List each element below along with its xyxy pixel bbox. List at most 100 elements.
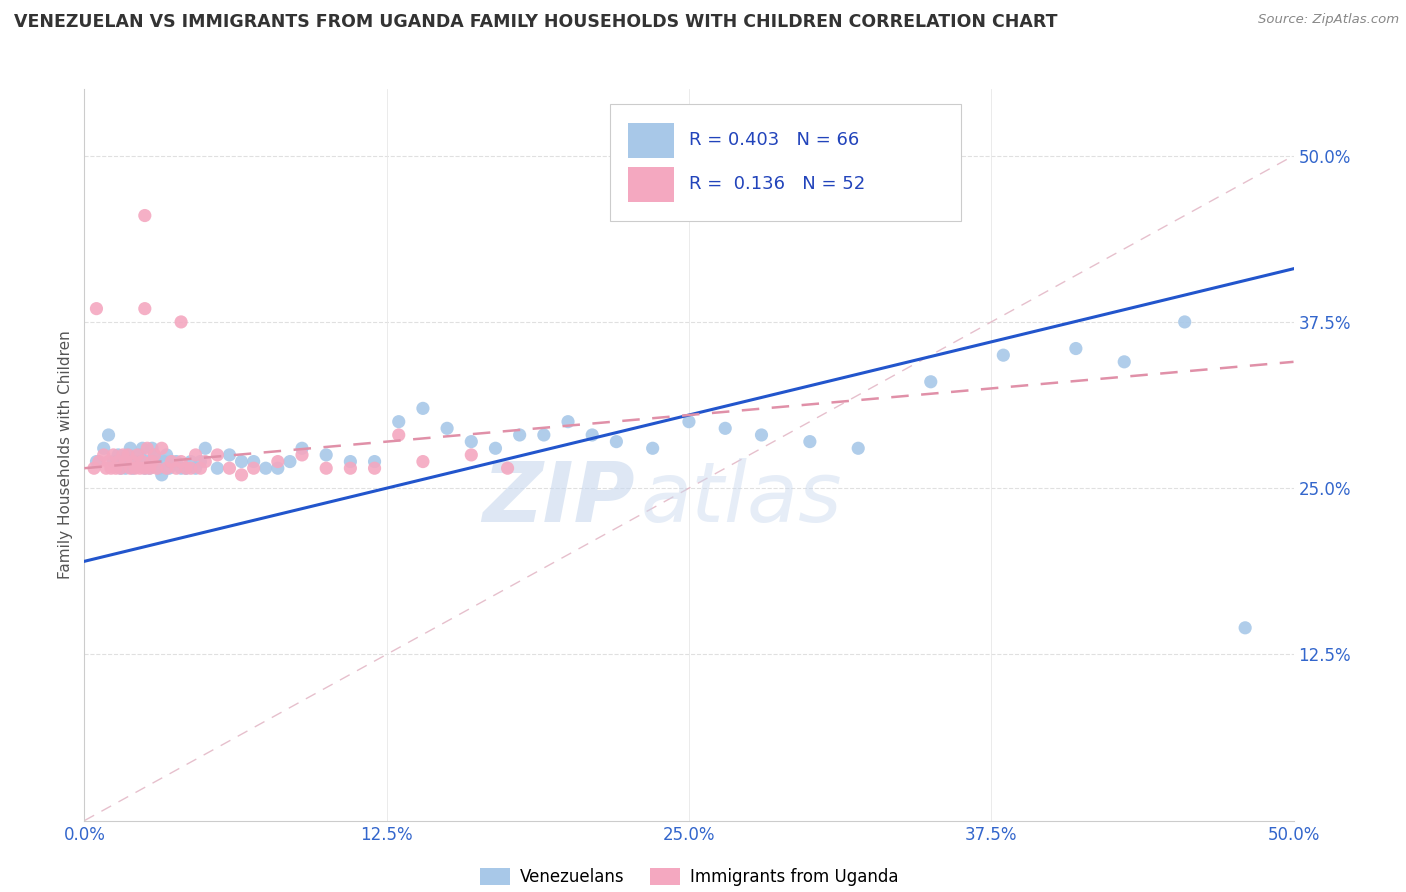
Point — [100, 461, 122, 475]
Point — [291, 442, 314, 456]
Point — [134, 301, 156, 316]
Point — [412, 454, 434, 468]
Point — [278, 454, 301, 468]
Point — [86, 301, 108, 316]
Point — [363, 454, 385, 468]
Point — [93, 442, 115, 456]
Point — [165, 454, 187, 468]
Point — [460, 448, 482, 462]
Text: R =  0.136   N = 52: R = 0.136 N = 52 — [689, 176, 865, 194]
Text: R = 0.403   N = 66: R = 0.403 N = 66 — [689, 131, 859, 149]
Point — [97, 428, 120, 442]
Point — [412, 401, 434, 416]
Point — [170, 461, 193, 475]
Point — [180, 454, 202, 468]
Point — [117, 448, 139, 462]
Point — [129, 461, 152, 475]
Point — [112, 448, 135, 462]
Point — [267, 461, 290, 475]
Text: VENEZUELAN VS IMMIGRANTS FROM UGANDA FAMILY HOUSEHOLDS WITH CHILDREN CORRELATION: VENEZUELAN VS IMMIGRANTS FROM UGANDA FAM… — [14, 13, 1057, 31]
Point — [846, 442, 869, 456]
Y-axis label: Family Households with Children: Family Households with Children — [58, 331, 73, 579]
Point — [87, 454, 110, 468]
Point — [605, 434, 627, 449]
Point — [120, 442, 142, 456]
Point — [641, 442, 664, 456]
Point — [121, 461, 143, 475]
Point — [155, 461, 177, 475]
Text: atlas: atlas — [641, 458, 842, 540]
Point — [190, 454, 212, 468]
Point — [93, 448, 115, 462]
Point — [141, 454, 163, 468]
Text: ZIP: ZIP — [482, 458, 634, 540]
Point — [170, 454, 193, 468]
Bar — [628, 123, 675, 158]
Point — [751, 428, 773, 442]
Point — [134, 461, 156, 475]
Point — [83, 461, 105, 475]
Point — [267, 454, 290, 468]
Point — [194, 442, 217, 456]
Point — [110, 461, 132, 475]
Point — [124, 461, 146, 475]
Point — [141, 442, 163, 456]
Point — [207, 461, 229, 475]
Text: Source: ZipAtlas.com: Source: ZipAtlas.com — [1258, 13, 1399, 27]
Point — [460, 434, 482, 449]
Point — [103, 448, 125, 462]
Point — [127, 448, 149, 462]
Point — [110, 461, 132, 475]
Point — [714, 421, 737, 435]
Point — [127, 454, 149, 468]
Point — [190, 461, 212, 475]
Point — [170, 315, 193, 329]
Point — [231, 467, 253, 482]
Point — [291, 448, 314, 462]
Point — [134, 461, 156, 475]
Point — [121, 454, 143, 468]
Point — [107, 448, 129, 462]
Point — [131, 454, 153, 468]
Point — [315, 461, 337, 475]
Point — [138, 461, 160, 475]
Point — [339, 454, 361, 468]
Point — [509, 428, 531, 442]
Point — [129, 448, 152, 462]
FancyBboxPatch shape — [610, 103, 962, 221]
Point — [180, 461, 202, 475]
Point — [165, 461, 187, 475]
Point — [484, 442, 506, 456]
Point — [315, 448, 337, 462]
Point — [218, 448, 240, 462]
Point — [678, 415, 700, 429]
Point — [242, 461, 264, 475]
Point — [160, 454, 183, 468]
Point — [920, 375, 942, 389]
Point — [157, 461, 180, 475]
Point — [363, 461, 385, 475]
Legend: Venezuelans, Immigrants from Uganda: Venezuelans, Immigrants from Uganda — [474, 862, 904, 892]
Point — [436, 421, 458, 435]
Point — [117, 448, 139, 462]
Point — [136, 454, 159, 468]
Point — [86, 454, 108, 468]
Point — [254, 461, 277, 475]
Point — [160, 454, 183, 468]
Point — [153, 454, 176, 468]
Point — [207, 448, 229, 462]
Point — [993, 348, 1015, 362]
Point — [146, 454, 169, 468]
Point — [174, 461, 197, 475]
Point — [104, 461, 127, 475]
Point — [174, 461, 197, 475]
Point — [231, 454, 253, 468]
Point — [155, 448, 177, 462]
Point — [242, 454, 264, 468]
Point — [136, 442, 159, 456]
Point — [388, 428, 411, 442]
Point — [218, 461, 240, 475]
Point — [150, 467, 173, 482]
Point — [114, 454, 136, 468]
Point — [103, 454, 125, 468]
